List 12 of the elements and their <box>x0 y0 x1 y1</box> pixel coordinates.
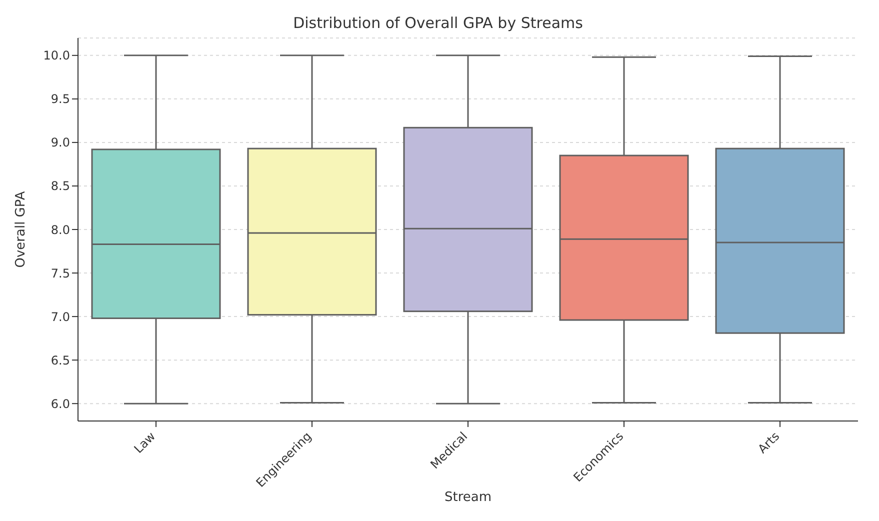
y-tick-label: 6.0 <box>50 396 70 411</box>
y-tick-label: 7.0 <box>50 310 70 324</box>
y-tick-label: 7.5 <box>50 266 70 280</box>
y-tick-label: 8.0 <box>50 222 70 237</box>
y-axis-title: Overall GPA <box>14 191 29 268</box>
y-tick-label: 8.5 <box>50 179 70 194</box>
y-tick-label: 9.0 <box>50 136 70 150</box>
y-tick-label: 9.5 <box>50 92 70 106</box>
y-tick-label: 6.5 <box>50 353 70 368</box>
x-axis-title: Stream <box>444 490 492 505</box>
chart-title: Distribution of Overall GPA by Streams <box>292 13 584 34</box>
y-tick-label: 10.0 <box>43 48 70 63</box>
